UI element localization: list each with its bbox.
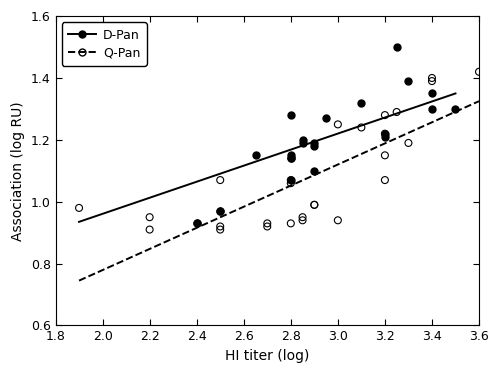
Point <box>264 224 272 230</box>
Y-axis label: Association (log RU): Association (log RU) <box>11 101 25 240</box>
Point <box>310 202 318 208</box>
Point <box>381 134 389 140</box>
Point <box>428 78 436 84</box>
Point <box>392 44 400 50</box>
Point <box>287 177 295 183</box>
Point <box>358 100 366 106</box>
Point <box>287 156 295 162</box>
Point <box>428 75 436 81</box>
Point <box>475 69 483 75</box>
Point <box>381 131 389 137</box>
Point <box>298 140 306 146</box>
Point <box>287 156 295 162</box>
Point <box>287 177 295 183</box>
Point <box>381 152 389 158</box>
Point <box>310 140 318 146</box>
Point <box>404 78 412 84</box>
Point <box>146 227 154 233</box>
Point <box>404 140 412 146</box>
Point <box>392 109 400 115</box>
Point <box>216 208 224 214</box>
Point <box>264 220 272 226</box>
Point <box>75 205 83 211</box>
Point <box>298 217 306 223</box>
Point <box>146 214 154 220</box>
Legend: D-Pan, Q-Pan: D-Pan, Q-Pan <box>62 22 146 66</box>
Point <box>192 220 200 226</box>
Point <box>252 152 260 158</box>
Point <box>192 220 200 226</box>
Point <box>287 152 295 158</box>
Point <box>216 227 224 233</box>
Point <box>381 177 389 183</box>
Point <box>216 224 224 230</box>
X-axis label: HI titer (log): HI titer (log) <box>225 349 310 363</box>
Point <box>381 131 389 137</box>
Point <box>287 180 295 186</box>
Point <box>452 106 460 112</box>
Point <box>381 112 389 118</box>
Point <box>310 168 318 174</box>
Point <box>310 202 318 208</box>
Point <box>428 91 436 96</box>
Point <box>298 137 306 143</box>
Point <box>310 143 318 149</box>
Point <box>287 112 295 118</box>
Point <box>358 125 366 131</box>
Point <box>322 115 330 121</box>
Point <box>298 214 306 220</box>
Point <box>287 220 295 226</box>
Point <box>216 177 224 183</box>
Point <box>334 122 342 128</box>
Point <box>216 208 224 214</box>
Point <box>334 217 342 223</box>
Point <box>428 106 436 112</box>
